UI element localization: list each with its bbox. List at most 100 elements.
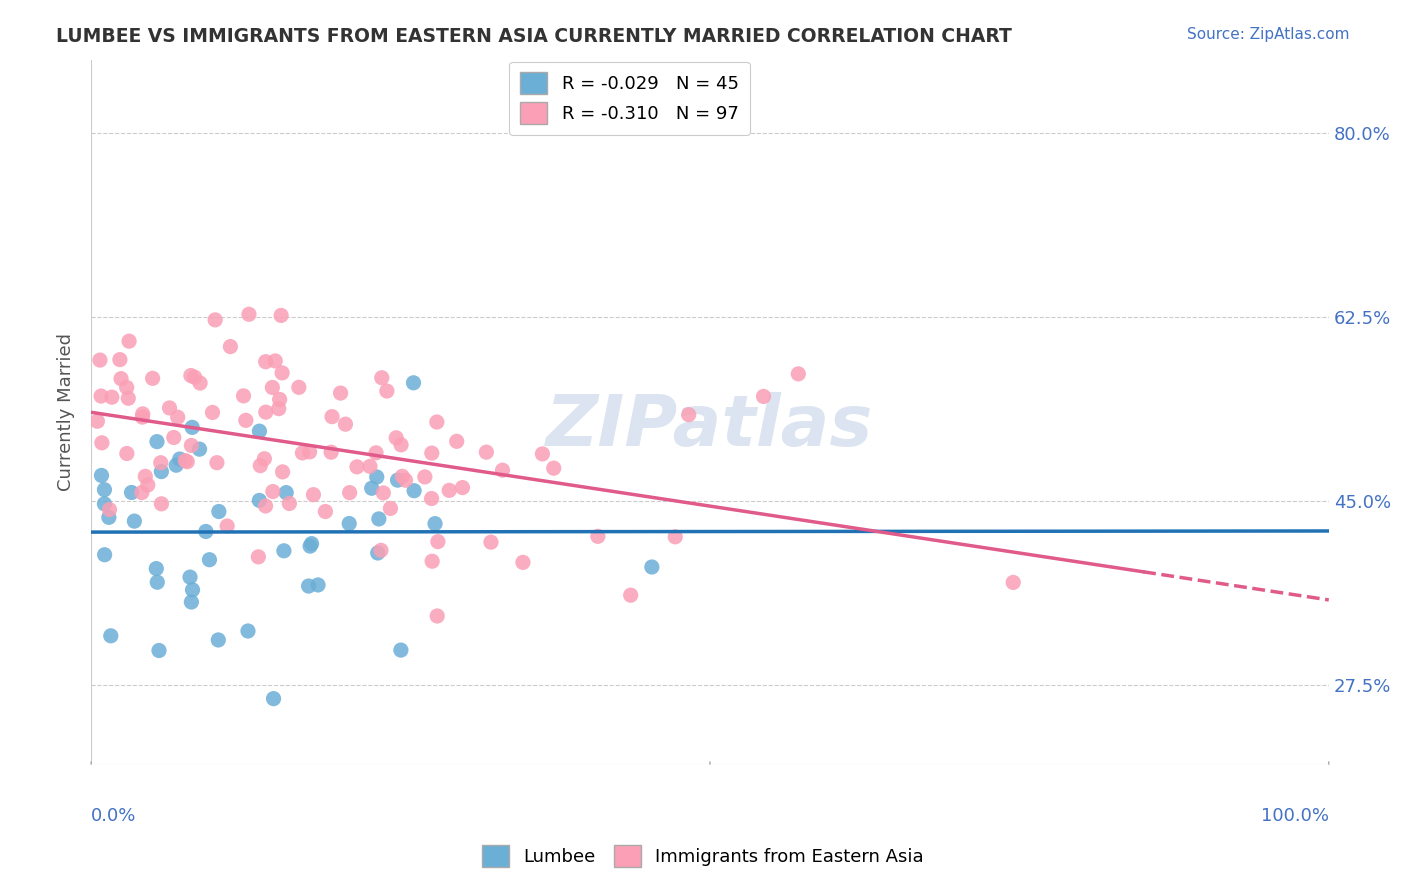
Point bbox=[205, 456, 228, 470]
Point bbox=[254, 405, 277, 419]
Point bbox=[134, 469, 156, 483]
Point bbox=[110, 372, 132, 386]
Point bbox=[181, 582, 204, 597]
Point bbox=[337, 516, 360, 531]
Point bbox=[97, 510, 120, 524]
Point bbox=[131, 485, 153, 500]
Point bbox=[217, 519, 239, 533]
Point bbox=[413, 470, 436, 484]
Point bbox=[302, 488, 325, 502]
Point bbox=[273, 543, 295, 558]
Point bbox=[678, 408, 700, 422]
Point bbox=[169, 452, 191, 467]
Point bbox=[359, 459, 381, 474]
Point bbox=[321, 409, 343, 424]
Point bbox=[446, 434, 468, 449]
Point bbox=[159, 401, 181, 415]
Point bbox=[90, 389, 112, 403]
Point bbox=[346, 459, 368, 474]
Point bbox=[620, 588, 643, 602]
Point bbox=[271, 366, 294, 380]
Point bbox=[166, 410, 188, 425]
Point bbox=[321, 445, 343, 459]
Point bbox=[86, 414, 108, 428]
Point bbox=[288, 380, 311, 394]
Y-axis label: Currently Married: Currently Married bbox=[58, 333, 75, 491]
Point bbox=[389, 643, 412, 657]
Point bbox=[232, 389, 254, 403]
Point bbox=[262, 380, 284, 394]
Point bbox=[391, 469, 413, 483]
Point bbox=[254, 354, 277, 368]
Point bbox=[371, 371, 394, 385]
Point bbox=[263, 691, 285, 706]
Point bbox=[198, 552, 221, 566]
Text: LUMBEE VS IMMIGRANTS FROM EASTERN ASIA CURRENTLY MARRIED CORRELATION CHART: LUMBEE VS IMMIGRANTS FROM EASTERN ASIA C… bbox=[56, 27, 1012, 45]
Point bbox=[426, 415, 449, 429]
Point bbox=[270, 309, 292, 323]
Point bbox=[149, 456, 172, 470]
Point bbox=[148, 643, 170, 657]
Legend: R = -0.029   N = 45, R = -0.310   N = 97: R = -0.029 N = 45, R = -0.310 N = 97 bbox=[509, 62, 749, 135]
Point bbox=[420, 446, 443, 460]
Point bbox=[100, 629, 122, 643]
Point bbox=[146, 434, 169, 449]
Point bbox=[254, 499, 277, 513]
Point bbox=[423, 516, 446, 531]
Point bbox=[370, 543, 392, 558]
Point bbox=[641, 560, 664, 574]
Point bbox=[380, 501, 402, 516]
Point bbox=[236, 624, 259, 638]
Point bbox=[132, 407, 155, 421]
Point bbox=[426, 609, 449, 624]
Point bbox=[314, 504, 336, 518]
Point bbox=[366, 470, 388, 484]
Point bbox=[247, 493, 270, 508]
Point bbox=[249, 458, 271, 473]
Point bbox=[131, 410, 153, 425]
Point bbox=[787, 367, 810, 381]
Text: 100.0%: 100.0% bbox=[1261, 806, 1329, 824]
Point bbox=[180, 438, 202, 452]
Point bbox=[291, 446, 314, 460]
Point bbox=[364, 446, 387, 460]
Point bbox=[150, 497, 173, 511]
Point bbox=[165, 458, 187, 473]
Point bbox=[367, 512, 389, 526]
Point bbox=[108, 352, 131, 367]
Point bbox=[183, 370, 205, 384]
Point bbox=[420, 554, 443, 568]
Point bbox=[479, 535, 502, 549]
Point bbox=[394, 473, 416, 487]
Point bbox=[163, 430, 186, 444]
Point bbox=[1002, 575, 1025, 590]
Point bbox=[181, 420, 204, 434]
Point bbox=[335, 417, 357, 432]
Point bbox=[142, 371, 165, 385]
Point bbox=[512, 555, 534, 569]
Point bbox=[101, 390, 124, 404]
Point bbox=[188, 442, 211, 457]
Point bbox=[367, 546, 389, 560]
Point bbox=[402, 376, 425, 390]
Point bbox=[208, 504, 231, 518]
Point bbox=[90, 468, 112, 483]
Point bbox=[180, 368, 202, 383]
Text: Source: ZipAtlas.com: Source: ZipAtlas.com bbox=[1187, 27, 1350, 42]
Point bbox=[543, 461, 565, 475]
Legend: Lumbee, Immigrants from Eastern Asia: Lumbee, Immigrants from Eastern Asia bbox=[475, 838, 931, 874]
Text: ZIPatlas: ZIPatlas bbox=[547, 392, 873, 460]
Point bbox=[404, 483, 426, 498]
Point bbox=[301, 536, 323, 550]
Point bbox=[174, 453, 197, 467]
Point bbox=[531, 447, 554, 461]
Point bbox=[121, 485, 143, 500]
Point bbox=[115, 380, 138, 394]
Point bbox=[271, 465, 294, 479]
Point bbox=[278, 496, 301, 510]
Point bbox=[297, 579, 319, 593]
Point bbox=[664, 530, 686, 544]
Point bbox=[385, 431, 408, 445]
Point bbox=[299, 539, 322, 553]
Point bbox=[179, 570, 201, 584]
